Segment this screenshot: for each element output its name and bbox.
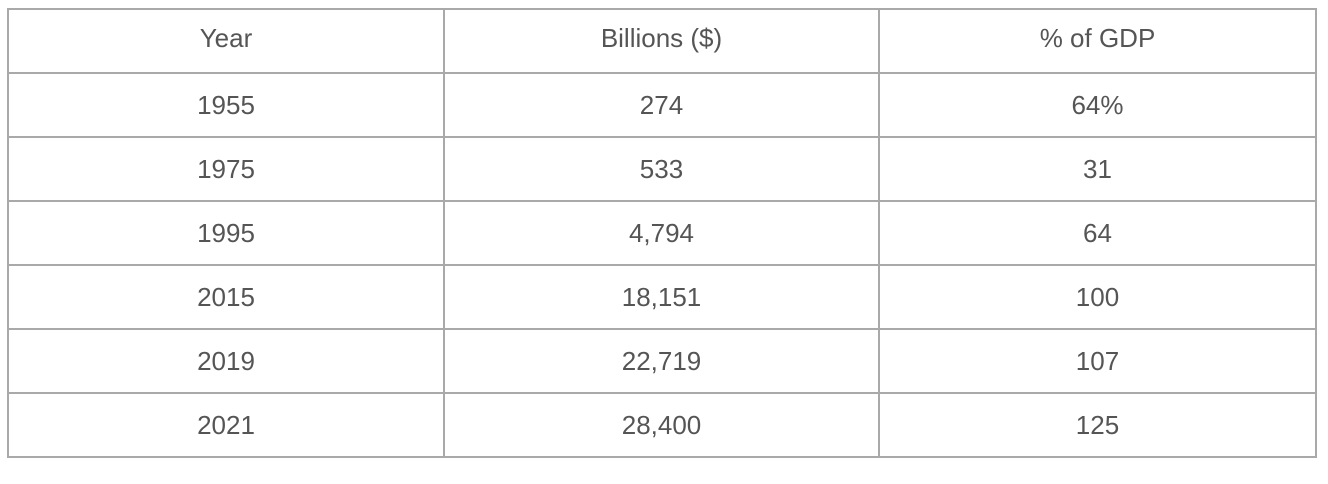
- data-table: Year Billions ($) % of GDP 1955 274 64 % …: [7, 8, 1317, 458]
- table-row: 2015 18,151 100: [7, 264, 1317, 330]
- cell-percent-gdp: 125: [878, 392, 1317, 458]
- cell-year: 1955: [7, 72, 445, 138]
- cell-percent-gdp: 100: [878, 264, 1317, 330]
- table-row: 1995 4,794 64: [7, 200, 1317, 266]
- cell-year: 2019: [7, 328, 445, 394]
- cell-year: 2015: [7, 264, 445, 330]
- column-header-percent-gdp: % of GDP: [878, 8, 1317, 74]
- column-header-year: Year: [7, 8, 445, 74]
- cell-billions: 18,151: [443, 264, 880, 330]
- cell-year: 1995: [7, 200, 445, 266]
- data-table-container: Year Billions ($) % of GDP 1955 274 64 % …: [7, 8, 1317, 458]
- cell-billions: 533: [443, 136, 880, 202]
- cell-year: 1975: [7, 136, 445, 202]
- cell-billions: 22,719: [443, 328, 880, 394]
- cell-billions: 4,794: [443, 200, 880, 266]
- table-row: 1975 533 31: [7, 136, 1317, 202]
- cell-year: 2021: [7, 392, 445, 458]
- cell-billions: 274: [443, 72, 880, 138]
- cell-percent-gdp: 64%: [878, 72, 1317, 138]
- column-header-billions: Billions ($): [443, 8, 880, 74]
- cell-percent-gdp: 64: [878, 200, 1317, 266]
- table-row: 2019 22,719 107: [7, 328, 1317, 394]
- table-header-row: Year Billions ($) % of GDP: [7, 8, 1317, 74]
- cell-billions: 28,400: [443, 392, 880, 458]
- table-row: 2021 28,400 125: [7, 392, 1317, 458]
- table-row: 1955 274 64%: [7, 72, 1317, 138]
- cell-percent-gdp: 107: [878, 328, 1317, 394]
- cell-percent-gdp: 31: [878, 136, 1317, 202]
